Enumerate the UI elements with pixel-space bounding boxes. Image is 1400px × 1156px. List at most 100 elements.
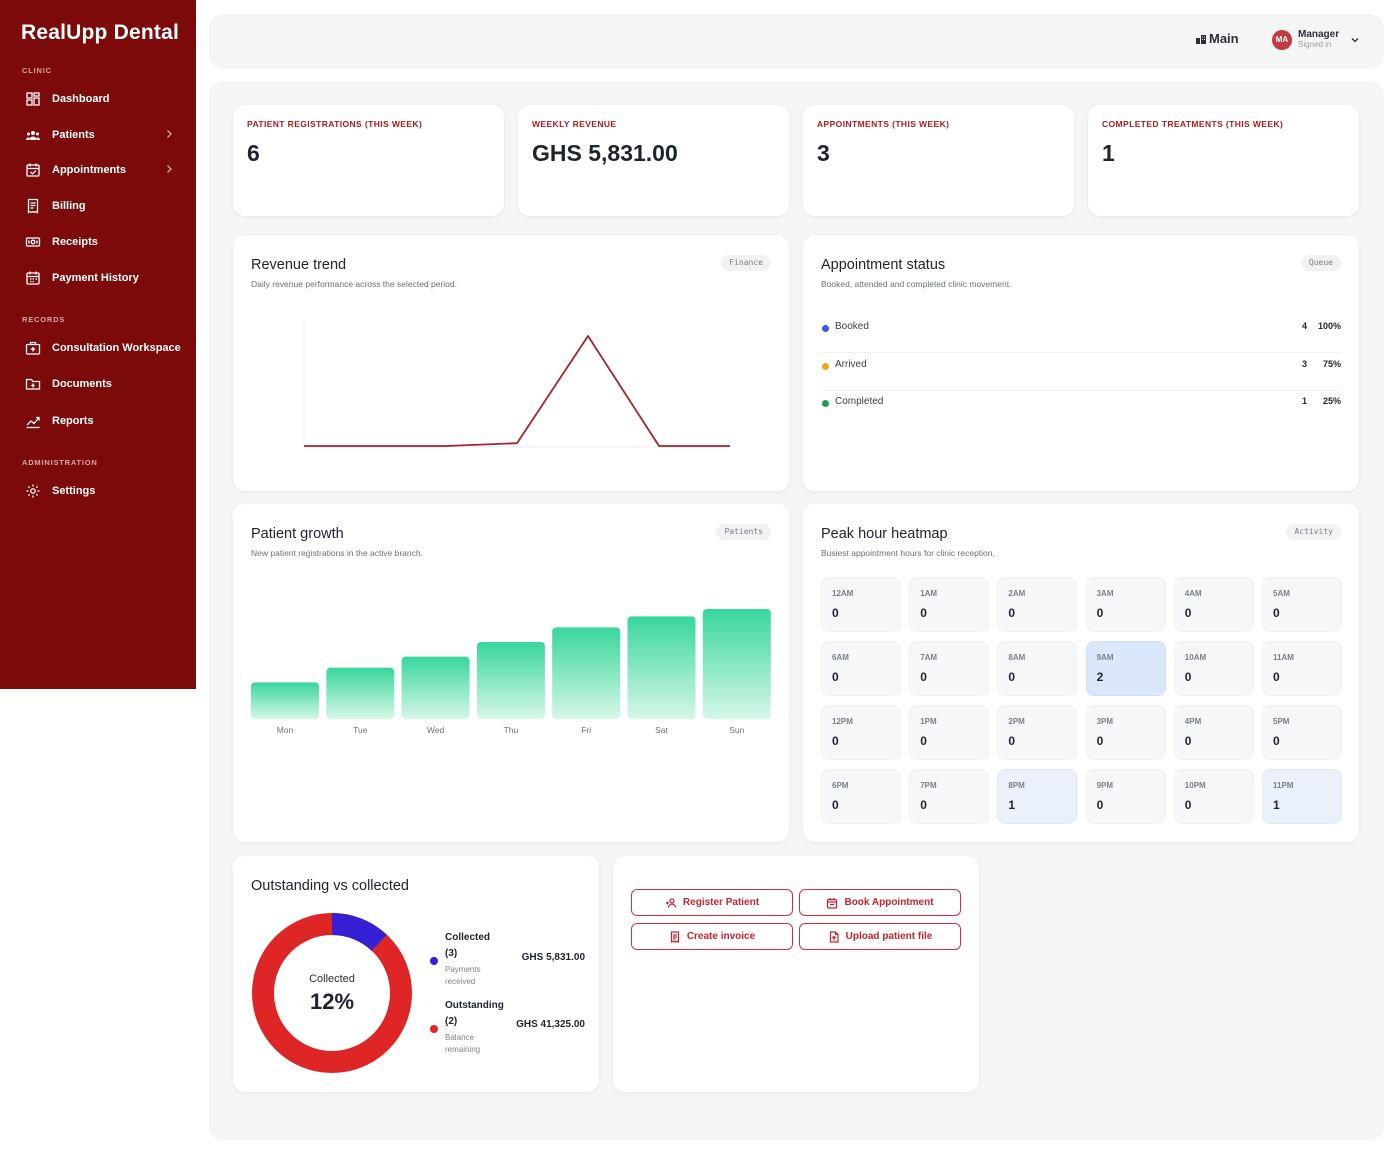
revenue-trend-card: Revenue trend Daily revenue performance … — [233, 235, 789, 491]
register-patient-button[interactable]: Register Patient — [631, 889, 793, 916]
status-percent: 75% — [1322, 359, 1341, 369]
user-menu[interactable]: MA Manager Signed in — [1272, 29, 1359, 50]
heatmap-count: 0 — [1008, 606, 1016, 620]
heatmap-count: 1 — [1273, 798, 1280, 812]
user-info: Manager Signed in — [1298, 29, 1339, 50]
cash-icon — [25, 237, 41, 247]
sidebar-item-label: Appointments — [52, 164, 126, 176]
heatmap-hour-label: 5PM — [1273, 717, 1290, 726]
heatmap-hour-label: 5AM — [1273, 589, 1290, 598]
heatmap-count: 0 — [1273, 734, 1280, 748]
heatmap-cell: 6PM 0 — [821, 769, 901, 824]
sidebar-item-dashboard[interactable]: Dashboard — [25, 88, 181, 110]
growth-bar-sat — [627, 616, 696, 719]
branch-selector[interactable]: Main — [1195, 31, 1239, 46]
invoice-icon — [27, 198, 39, 214]
avatar: MA — [1272, 29, 1292, 50]
heatmap-count: 1 — [1008, 798, 1016, 812]
create-invoice-button[interactable]: Create invoice — [631, 923, 793, 950]
sidebar-item-billing[interactable]: Billing — [25, 195, 181, 217]
legend-amount: GHS 41,325.00 — [516, 1019, 585, 1030]
file-upload-icon — [829, 930, 839, 943]
heatmap-cell: 4PM 0 — [1173, 705, 1254, 760]
user-name: Manager — [1298, 29, 1340, 40]
heatmap-count: 0 — [920, 670, 927, 684]
legend-name: Collected — [445, 932, 491, 943]
legend-outstanding: Outstanding (2) Balance remaining GHS 41… — [425, 998, 585, 1058]
heatmap-cell: 7AM 0 — [909, 641, 990, 696]
sidebar-item-payment-history[interactable]: Payment History — [25, 267, 181, 289]
sidebar-item-label: Dashboard — [52, 93, 110, 105]
heatmap-hour-label: 12PM — [832, 717, 853, 726]
legend-count: (3) — [445, 948, 458, 959]
heatmap-count: 0 — [832, 798, 839, 812]
kpi-card-treatments: COMPLETED TREATMENTS (THIS WEEK) 1 — [1088, 105, 1359, 216]
heatmap-cell: 2PM 0 — [997, 705, 1078, 760]
patient-growth-card: Patient growth New patient registrations… — [233, 504, 789, 842]
kpi-card-revenue: WEEKLY REVENUE GHS 5,831.00 — [518, 105, 789, 216]
kpi-value: GHS 5,831.00 — [532, 140, 678, 166]
x-tick-label: Mon — [277, 725, 294, 735]
sidebar-item-label: Receipts — [52, 236, 98, 248]
heatmap-cell: 1AM 0 — [909, 577, 990, 632]
growth-bar-tue — [326, 667, 395, 719]
upload-patient-file-button[interactable]: Upload patient file — [799, 923, 961, 950]
card-subtitle: Busiest appointment hours for clinic rec… — [821, 548, 995, 558]
sidebar-item-appointments[interactable]: Appointments — [25, 159, 181, 181]
activity-tag: Activity — [1286, 524, 1341, 540]
collection-donut-chart — [252, 913, 412, 1073]
status-percent: 25% — [1322, 396, 1341, 406]
user-plus-icon — [665, 897, 677, 908]
folder-icon — [25, 378, 41, 390]
donut-center-label: Collected — [309, 973, 355, 985]
card-subtitle: Daily revenue performance across the sel… — [251, 279, 457, 289]
kpi-value: 3 — [817, 140, 830, 166]
heatmap-cell: 12AM 0 — [821, 577, 901, 632]
legend-collected: Collected (3) Payments received GHS 5,83… — [425, 930, 585, 990]
heatmap-hour-label: 6PM — [832, 781, 849, 790]
sidebar-item-consultation-workspace[interactable]: Consultation Workspace — [25, 337, 181, 359]
heatmap-count: 0 — [1184, 670, 1192, 684]
status-row-completed: Completed 1 25% — [821, 390, 1341, 428]
kpi-card-appointments: APPOINTMENTS (THIS WEEK) 3 — [803, 105, 1074, 216]
status-row-booked: Booked 4 100% — [821, 315, 1341, 353]
heatmap-cell: 11PM 1 — [1262, 769, 1342, 824]
heatmap-count: 0 — [920, 798, 927, 812]
heatmap-cell: 7PM 0 — [909, 769, 990, 824]
user-status: Signed in — [1298, 40, 1332, 49]
heatmap-count: 0 — [1184, 798, 1192, 812]
calendar-icon — [827, 897, 838, 909]
heatmap-cell: 3PM 0 — [1085, 705, 1166, 760]
finance-tag: Finance — [721, 255, 771, 271]
sidebar-item-reports[interactable]: Reports — [25, 410, 181, 432]
legend-subtext: Payments received — [445, 965, 481, 986]
x-tick-label: Thu — [504, 725, 519, 735]
card-title: Patient growth — [251, 526, 344, 542]
book-appointment-button[interactable]: Book Appointment — [799, 889, 961, 916]
calendar-check-icon — [26, 163, 40, 177]
heatmap-count: 0 — [1184, 734, 1192, 748]
heatmap-hour-label: 1PM — [920, 717, 937, 726]
sidebar-item-patients[interactable]: Patients — [25, 124, 181, 146]
x-tick-label: Fri — [581, 725, 591, 735]
card-title: Appointment status — [821, 257, 946, 273]
dashboard-icon — [26, 92, 40, 106]
branch-name: Main — [1209, 31, 1239, 46]
sidebar-item-documents[interactable]: Documents — [25, 373, 181, 395]
heatmap-count: 0 — [1008, 734, 1016, 748]
status-row-arrived: Arrived 3 75% — [821, 353, 1341, 391]
status-label: Arrived — [835, 359, 867, 370]
sidebar-item-label: Consultation Workspace — [52, 342, 181, 354]
main-content: PATIENT REGISTRATIONS (THIS WEEK) 6 WEEK… — [209, 81, 1384, 1140]
sidebar-item-settings[interactable]: Settings — [25, 480, 181, 502]
x-tick-label: Tue — [353, 725, 368, 735]
heatmap-hour-label: 8PM — [1008, 781, 1025, 790]
heatmap-cell: 6AM 0 — [821, 641, 901, 696]
brand-logo[interactable]: RealUpp Dental — [21, 21, 179, 44]
sidebar-item-receipts[interactable]: Receipts — [25, 231, 181, 253]
card-subtitle: New patient registrations in the active … — [251, 548, 423, 558]
status-count: 3 — [1301, 359, 1307, 369]
quick-actions-card: Register Patient Book Appointment Create… — [613, 856, 979, 1092]
button-label: Create invoice — [686, 931, 756, 942]
kpi-label: PATIENT REGISTRATIONS (THIS WEEK) — [247, 119, 423, 129]
